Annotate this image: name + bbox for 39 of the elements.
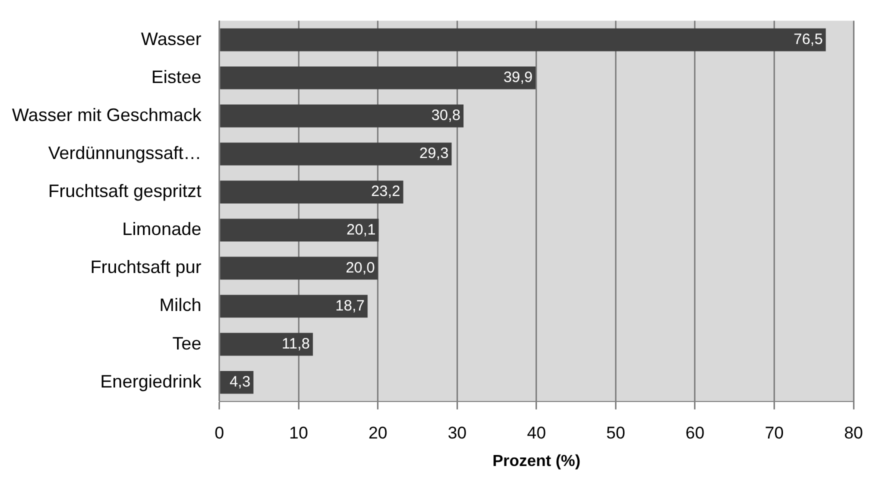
bar <box>220 332 313 356</box>
data-label: 76,5 <box>794 30 823 48</box>
data-label: 18,7 <box>335 297 365 314</box>
data-label: 11,8 <box>282 335 310 352</box>
x-tick-label: 10 <box>289 423 308 442</box>
bar <box>220 218 379 242</box>
y-tick-label: Fruchtsaft gespritzt <box>48 181 202 202</box>
data-label: 4,3 <box>230 374 250 391</box>
data-label: 29,3 <box>419 145 449 162</box>
data-label: 39,9 <box>503 69 533 86</box>
x-tick-label: 50 <box>606 423 626 442</box>
y-tick-label: Tee <box>172 333 202 354</box>
x-tick-label: 20 <box>368 423 388 442</box>
y-tick-label: Eistee <box>151 66 202 87</box>
x-tick-label: 80 <box>844 423 864 442</box>
data-label: 20,0 <box>346 259 375 276</box>
x-axis-title: Prozent (%) <box>492 452 580 470</box>
y-tick-label: Wasser <box>141 28 202 49</box>
bar <box>220 142 452 166</box>
y-tick-label: Milch <box>159 295 202 316</box>
bar <box>220 294 368 318</box>
data-label: 23,2 <box>371 183 400 200</box>
x-tick-label: 60 <box>686 423 704 442</box>
x-tick-label: 0 <box>214 423 224 442</box>
x-tick-label: 70 <box>764 423 784 442</box>
bar <box>220 180 404 204</box>
y-tick-label: Fruchtsaft pur <box>90 257 202 278</box>
data-label: 20,1 <box>346 221 376 238</box>
x-tick-label: 30 <box>448 423 467 442</box>
bar <box>220 28 826 52</box>
bar <box>220 256 378 280</box>
x-tick-label: 40 <box>526 423 546 442</box>
y-tick-label: Energiedrink <box>100 371 202 392</box>
bar <box>220 104 464 128</box>
bar <box>220 66 536 90</box>
y-tick-label: Verdünnungssaft… <box>48 142 202 163</box>
y-tick-label: Limonade <box>122 219 202 240</box>
y-tick-label: Wasser mit Geschmack <box>12 104 202 125</box>
data-label: 30,8 <box>431 107 461 124</box>
